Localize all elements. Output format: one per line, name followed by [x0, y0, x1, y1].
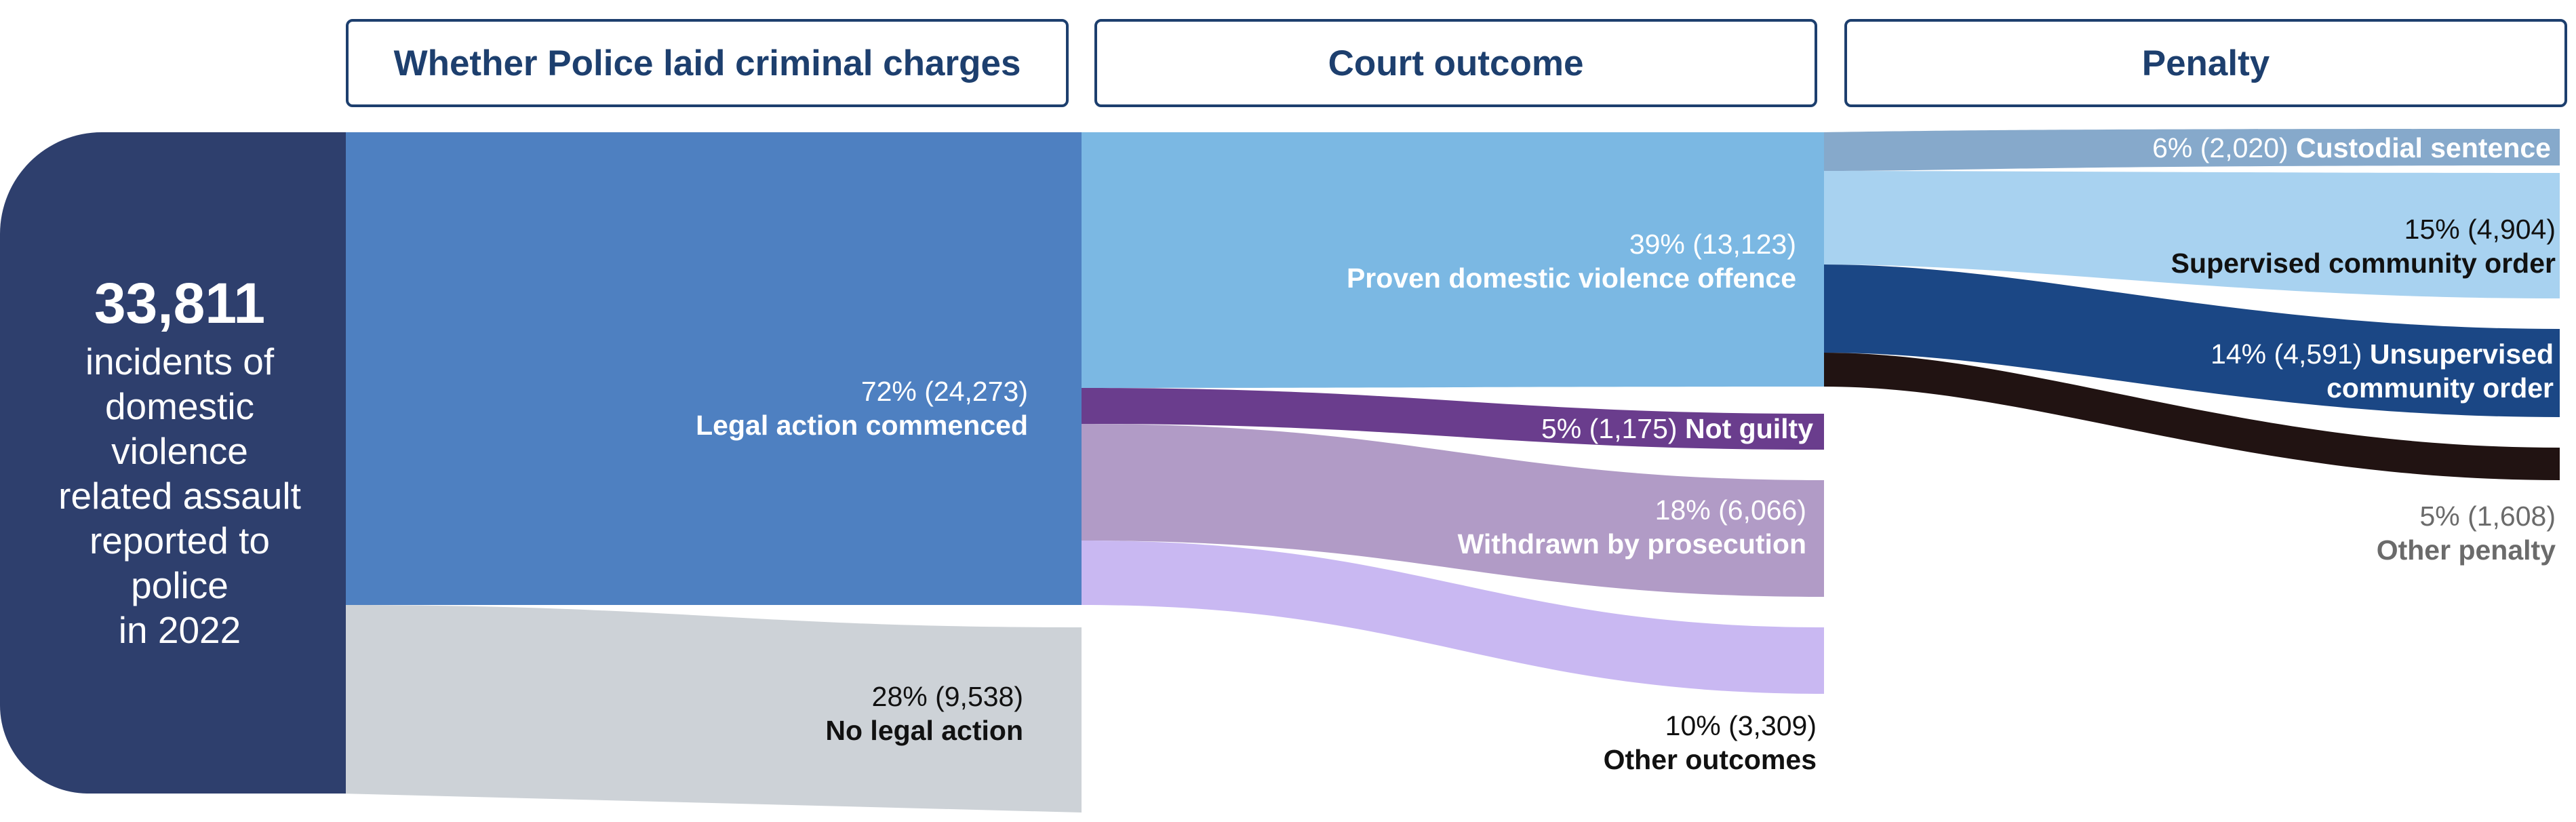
header-police-charges: Whether Police laid criminal charges: [346, 19, 1069, 107]
label-unsupervised-stat: 14% (4,591): [2211, 338, 2362, 370]
label-other-penalty-name: Other penalty: [2376, 534, 2556, 566]
flow-proven: [1082, 132, 1824, 388]
label-custodial-name: Custodial sentence: [2296, 132, 2551, 163]
label-no-legal-action: 28% (9,538) No legal action: [825, 680, 1023, 747]
label-unsupervised-name-2: community order: [2326, 372, 2554, 404]
flow-no-legal-action: [342, 605, 1082, 813]
total-incidents-number: 33,811: [94, 271, 266, 336]
label-other-penalty: 5% (1,608) Other penalty: [2377, 499, 2556, 567]
summary-line: incidents of: [85, 340, 275, 383]
label-custodial: 6% (2,020) Custodial sentence: [2152, 131, 2551, 165]
label-supervised-stat: 15% (4,904): [2404, 214, 2556, 245]
label-withdrawn: 18% (6,066) Withdrawn by prosecution: [1458, 493, 1806, 561]
label-proven-name: Proven domestic violence offence: [1346, 262, 1796, 294]
label-other-outcomes-stat: 10% (3,309): [1665, 710, 1817, 741]
label-legal-action-stat: 72% (24,273): [860, 376, 1028, 407]
label-unsupervised-name-1: Unsupervised: [2369, 338, 2554, 370]
total-incidents-panel: 33,811 incidents of domestic violence re…: [0, 132, 346, 794]
flow-withdrawn: [1082, 424, 1824, 597]
label-proven: 39% (13,123) Proven domestic violence of…: [1347, 227, 1796, 295]
label-other-penalty-stat: 5% (1,608): [2419, 501, 2556, 532]
label-not-guilty: 5% (1,175) Not guilty: [1541, 412, 1813, 446]
flow-unsupervised: [1824, 265, 2560, 417]
label-withdrawn-name: Withdrawn by prosecution: [1457, 528, 1806, 560]
label-no-legal-action-name: No legal action: [825, 715, 1023, 746]
label-legal-action: 72% (24,273) Legal action commenced: [696, 374, 1028, 442]
flow-other-penalty: [1824, 353, 2560, 480]
label-withdrawn-stat: 18% (6,066): [1654, 494, 1806, 526]
label-other-outcomes: 10% (3,309) Other outcomes: [1604, 709, 1817, 777]
header-court-outcome: Court outcome: [1094, 19, 1817, 107]
label-no-legal-action-stat: 28% (9,538): [871, 681, 1023, 712]
label-not-guilty-name: Not guilty: [1684, 413, 1813, 444]
label-custodial-stat: 6% (2,020): [2152, 132, 2288, 163]
label-supervised-name: Supervised community order: [2171, 248, 2556, 279]
summary-line: related assault: [58, 474, 301, 517]
summary-line: violence: [111, 429, 248, 472]
summary-line: domestic: [104, 385, 255, 427]
flow-not-guilty: [1082, 388, 1824, 450]
flow-other-outcomes: [1082, 541, 1824, 694]
flow-custodial: [1824, 129, 2560, 171]
label-legal-action-name: Legal action commenced: [696, 410, 1028, 441]
summary-line: police: [131, 564, 229, 606]
summary-line: in 2022: [118, 608, 241, 651]
label-not-guilty-stat: 5% (1,175): [1541, 413, 1678, 444]
header-penalty: Penalty: [1844, 19, 2567, 107]
flow-legal-action: [342, 132, 1082, 605]
flow-supervised: [1824, 171, 2560, 298]
label-unsupervised: 14% (4,591) Unsupervised community order: [2211, 337, 2554, 405]
label-other-outcomes-name: Other outcomes: [1603, 744, 1817, 775]
label-proven-stat: 39% (13,123): [1629, 229, 1796, 260]
label-supervised: 15% (4,904) Supervised community order: [2171, 212, 2556, 280]
summary-line: reported to: [89, 519, 270, 562]
